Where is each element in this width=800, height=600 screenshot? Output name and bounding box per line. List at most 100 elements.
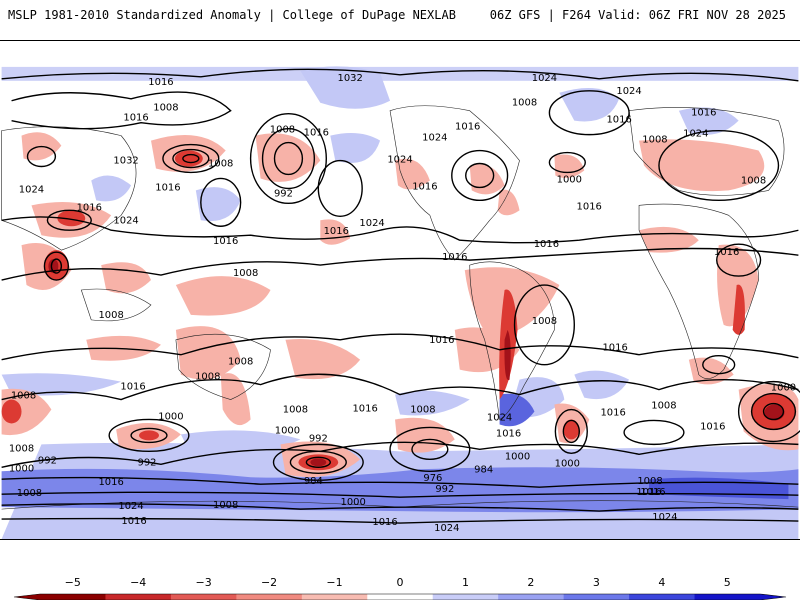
colorbar-segment [563,594,630,600]
isobar-label: 984 [304,476,323,487]
isobar-label: 1000 [557,174,582,185]
isobar-label: 1008 [532,316,557,327]
isobar-label: 1000 [341,497,366,508]
isobar-label: 1008 [9,443,34,454]
isobar-label: 1032 [113,156,138,167]
isobar-label: 1000 [771,383,796,394]
colorbar-tick-label: 3 [592,576,600,589]
isobar-label: 1016 [148,77,173,88]
isobar-label: 1016 [123,113,148,124]
isobar-label: 992 [138,457,157,468]
isobar-label: 1000 [9,463,34,474]
isobar-label: 1024 [532,73,557,84]
isobar-label: 1024 [616,86,641,97]
isobar-label: 1016 [155,182,180,193]
isobar-label: 1016 [455,122,480,133]
isobar-label: 992 [274,188,293,199]
isobar-label: 1024 [422,133,447,144]
isobar-label: 1016 [640,487,665,498]
isobar-label: 1008 [153,103,178,114]
isobar-label: 1016 [324,226,349,237]
isobar-label: 1016 [602,343,627,354]
isobar-label: 1016 [577,201,602,212]
isobar-label: 1008 [637,476,662,487]
isobar-label: 1016 [121,516,146,527]
isobar-label: 1008 [283,405,308,416]
isobar-label: 1008 [410,405,435,416]
colorbar-right-arrow [760,594,786,600]
model-valid-time: 06Z GFS | F264 Valid: 06Z FRI NOV 28 202… [489,8,786,22]
isobar-label: 1008 [208,158,233,169]
colorbar-segment [629,594,696,600]
colorbar-segment [40,594,106,600]
map-title: MSLP 1981-2010 Standardized Anomaly | Co… [8,8,456,22]
isobar-label: 1008 [233,268,258,279]
isobar-label: 992 [38,455,57,466]
isobar-label: 992 [435,484,454,495]
isobar-label: 1024 [434,523,459,534]
isobar-label: 1016 [534,239,559,250]
isobar-label: 1016 [77,202,102,213]
isobar-label: 1024 [487,412,512,423]
isobar-label: 1008 [651,401,676,412]
isobar-label: 1000 [158,411,183,422]
colorbar-tick-label: 1 [461,576,469,589]
colorbar-tick-label: −2 [260,576,278,589]
isobar-label: 1008 [642,135,667,146]
isobar-label: 1008 [741,175,766,186]
isobar-label: 1024 [683,129,708,140]
isobar-label: 1000 [555,458,580,469]
colorbar-tick-label: −5 [64,576,81,589]
isobar-label: 992 [309,433,328,444]
isobar-label: 1016 [600,407,625,418]
extreme-negative-anomaly-regions [48,259,785,467]
isobar-label: 1008 [213,500,238,511]
colorbar-segment [367,594,434,600]
colorbar-tick-label: 4 [658,576,666,589]
isobar-label: 1024 [652,512,677,523]
isobar-label: 1008 [195,372,220,383]
isobar-label: 1016 [120,382,145,393]
isobar-label: 1016 [442,252,467,263]
isobar-label: 1016 [700,421,725,432]
isobar-label: 1016 [691,108,716,119]
isobar-label: 1032 [338,73,363,84]
isobar-label: 1008 [270,125,295,136]
colorbar-segment [694,594,761,600]
colorbar-outline [13,593,787,600]
isobar-label: 1024 [359,218,384,229]
world-map: 1016 1032 1024 1024 1008 1008 1016 1016 … [0,40,800,540]
colorbar-segment [105,594,172,600]
isobar-label: 1000 [275,425,300,436]
isobar-label: 1024 [113,215,138,226]
colorbar-tick-label: 5 [723,576,731,589]
colorbar-tick-label: 0 [396,576,404,589]
isobar-label: 1016 [352,404,377,415]
isobar-label: 1016 [412,181,437,192]
isobar-label: 1016 [714,247,739,258]
isobar-label: 1024 [118,501,143,512]
isobar-label: 1024 [19,184,44,195]
colorbar-segment [432,594,499,600]
colorbar-segment [498,594,565,600]
isobar-label: 1016 [372,517,397,528]
colorbar-tick-label: −3 [195,576,212,589]
colorbar-segments [13,593,787,600]
isobar-label: 1008 [228,357,253,368]
isobar-label: 1016 [496,428,521,439]
isobar-label: 1016 [98,477,123,488]
colorbar-tick-label: 2 [527,576,535,589]
isobar-label: 1016 [636,487,661,498]
strong-negative-anomaly-regions [1,150,796,471]
isobar-label: 1016 [213,236,238,247]
colorbar-tick-label: −4 [130,576,147,589]
isobar-label: 1008 [512,98,537,109]
colorbar-left-arrow [14,594,40,600]
colorbar-tick-label: −1 [326,576,343,589]
isobar-label: 1008 [17,488,42,499]
isobar-label: 1008 [11,391,36,402]
colorbar-segment [301,594,368,600]
header-bar: MSLP 1981-2010 Standardized Anomaly | Co… [0,0,800,40]
anomaly-colorbar [13,593,787,600]
isobar-label: 1016 [304,128,329,139]
